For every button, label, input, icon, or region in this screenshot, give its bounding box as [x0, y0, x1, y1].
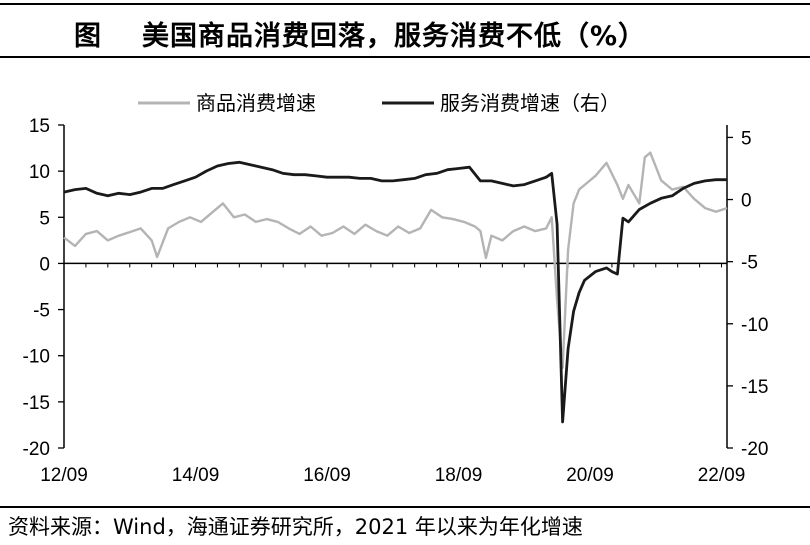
x-axis-tick-label: 18/09: [435, 465, 483, 486]
figure-label: 图: [74, 21, 101, 52]
chart-series: [63, 151, 728, 424]
left-axis-tick-label: 5: [39, 208, 50, 229]
right-axis-tick-label: -5: [741, 253, 758, 274]
top-rule: [0, 3, 810, 5]
left-axis-tick-label: 0: [39, 254, 50, 275]
x-axis-tick-label: 22/09: [698, 465, 746, 486]
x-axis-tick-label: 14/09: [172, 465, 220, 486]
chart-axes: 15 10 5 0 -5 -10 -15 -20 5 0 -5 -10 -15 -20 12/09 14/09…: [23, 116, 769, 486]
right-axis-tick-label: -10: [741, 315, 768, 336]
chart-legend: 商品消费增速 服务消费增速（右）: [138, 91, 620, 115]
legend-label-services: 服务消费增速（右）: [440, 91, 620, 115]
left-axis-tick-label: -15: [23, 393, 50, 414]
source-rule: [0, 506, 810, 508]
title-rule: [0, 56, 810, 58]
x-axis-tick-label: 20/09: [566, 465, 614, 486]
left-axis-tick-label: 10: [29, 162, 50, 183]
left-axis-tick-label: -20: [23, 439, 50, 460]
left-axis-tick-label: -5: [33, 301, 50, 322]
x-axis-tick-label: 16/09: [303, 465, 351, 486]
right-axis-tick-label: -15: [741, 377, 768, 398]
x-axis-tick-label: 12/09: [40, 465, 88, 486]
right-axis-tick-label: 5: [741, 128, 752, 149]
left-axis-tick-label: 15: [29, 116, 50, 137]
chart-title: 美国商品消费回落，服务消费不低（%）: [142, 21, 647, 52]
figure-title: 图 美国商品消费回落，服务消费不低（%）: [0, 8, 810, 52]
left-axis-tick-label: -10: [23, 347, 50, 368]
right-axis-tick-label: 0: [741, 191, 752, 212]
source-note: 资料来源：Wind，海通证券研究所，2021 年以来为年化增速: [8, 515, 583, 539]
legend-label-goods: 商品消费增速: [196, 91, 316, 115]
right-axis-tick-label: -20: [741, 439, 768, 460]
services-consumption-line: [63, 160, 727, 424]
goods-consumption-line: [63, 151, 728, 369]
